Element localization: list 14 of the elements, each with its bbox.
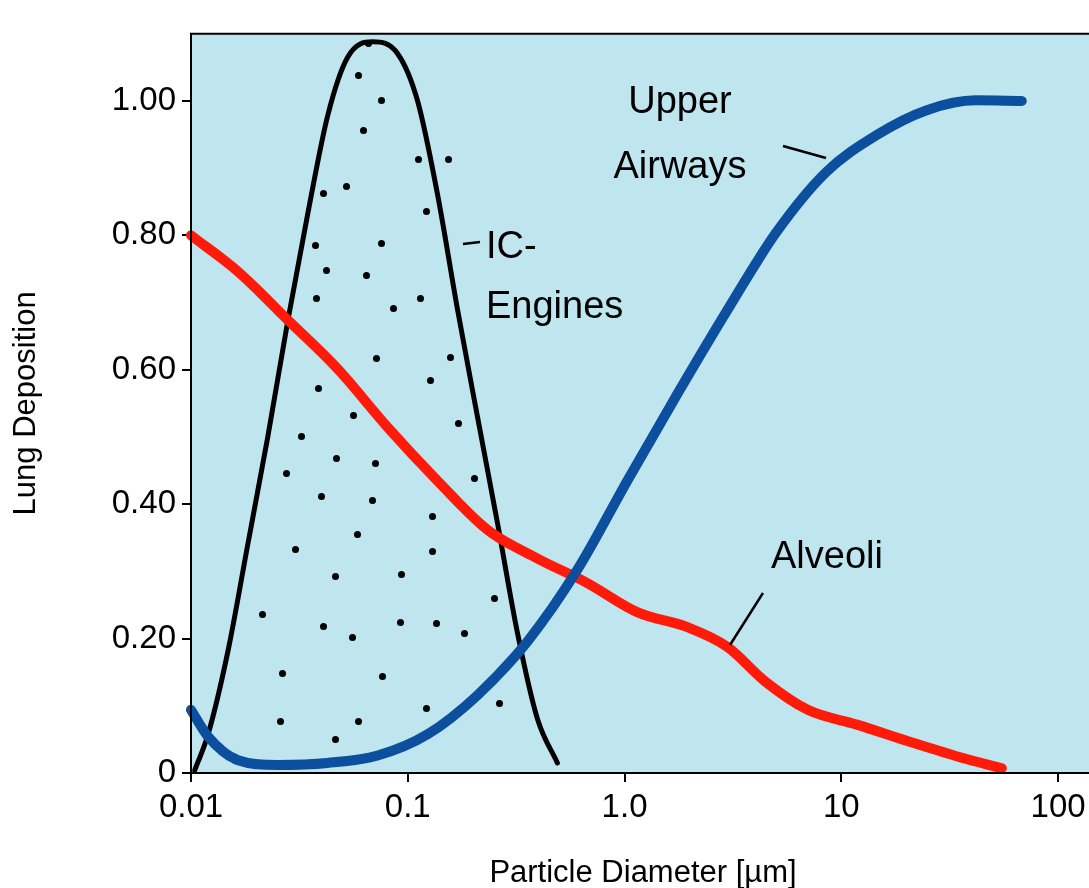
y-axis-title: Lung Deposition (7, 291, 43, 516)
x-axis-title: Particle Diameter [µm] (489, 853, 797, 888)
x-tick-label: 100 (1030, 786, 1086, 824)
series-label: Upper Airways (613, 79, 747, 187)
y-tick-label: 0.80 (111, 214, 176, 252)
x-tick-label: 0.1 (384, 786, 431, 824)
y-tick-label: 0.20 (111, 617, 176, 655)
legend-label: IC-Engines (486, 224, 624, 327)
x-tick-label: 1.0 (601, 786, 648, 824)
text: Alveoli (771, 534, 883, 577)
y-tick-label: 0.40 (111, 483, 176, 521)
y-tick-label: 1.00 (111, 80, 176, 118)
x-tick-label: 10 (822, 786, 860, 824)
y-tick-label: 0.60 (111, 348, 176, 386)
